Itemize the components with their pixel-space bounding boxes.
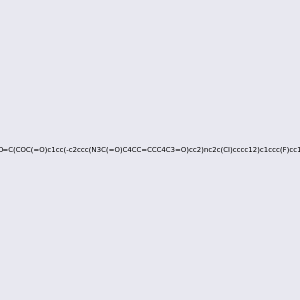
Text: O=C(COC(=O)c1cc(-c2ccc(N3C(=O)C4CC=CCC4C3=O)cc2)nc2c(Cl)cccc12)c1ccc(F)cc1: O=C(COC(=O)c1cc(-c2ccc(N3C(=O)C4CC=CCC4C… xyxy=(0,147,300,153)
